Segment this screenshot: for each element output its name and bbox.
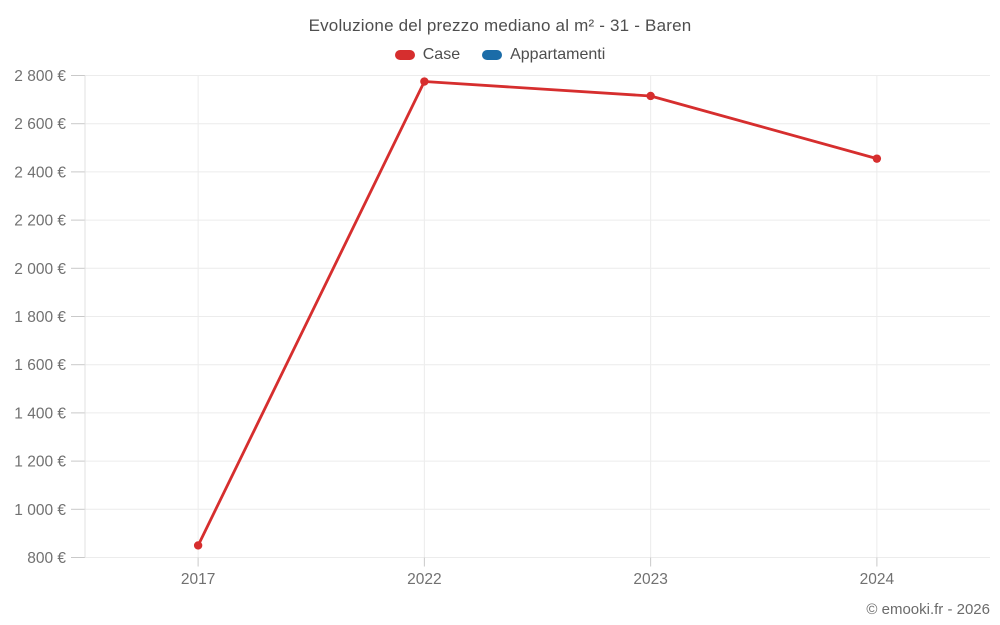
legend-swatch-case	[394, 50, 415, 60]
y-tick-label: 2 600 €	[14, 116, 66, 133]
y-tick-label: 1 000 €	[14, 502, 66, 519]
y-tick-label: 1 800 €	[14, 309, 66, 326]
x-tick-label: 2023	[633, 571, 667, 588]
data-point-case-2024[interactable]	[872, 154, 882, 163]
y-tick-label: 2 400 €	[14, 164, 66, 181]
copyright-text: © emooki.fr - 2026	[866, 601, 990, 618]
series-line-case	[196, 80, 879, 547]
legend-item-appartamenti[interactable]: Appartamenti	[482, 46, 605, 64]
y-tick-label: 2 000 €	[14, 261, 66, 278]
x-tick-label: 2024	[860, 571, 895, 588]
legend-swatch-appartamenti	[482, 50, 503, 60]
data-point-case-2023[interactable]	[646, 91, 655, 101]
y-tick-label: 1 200 €	[14, 454, 66, 471]
data-point-case-2022[interactable]	[420, 77, 429, 86]
legend-item-case[interactable]: Case	[394, 46, 461, 64]
x-tick-label: 2017	[181, 571, 215, 588]
data-point-case-2017[interactable]	[193, 541, 203, 550]
y-tick-label: 2 800 €	[14, 68, 66, 85]
legend-label-case: Case	[422, 46, 461, 63]
y-tick-label: 1 400 €	[14, 405, 66, 422]
y-tick-label: 1 600 €	[14, 357, 66, 374]
y-tick-label: 2 200 €	[14, 213, 66, 230]
y-tick-label: 800 €	[27, 550, 66, 567]
x-tick-label: 2022	[407, 571, 441, 588]
chart-title: Evoluzione del prezzo mediano al m² - 31…	[308, 16, 692, 35]
chart-legend: Case Appartamenti	[0, 46, 1000, 64]
legend-label-appartamenti: Appartamenti	[510, 46, 606, 63]
